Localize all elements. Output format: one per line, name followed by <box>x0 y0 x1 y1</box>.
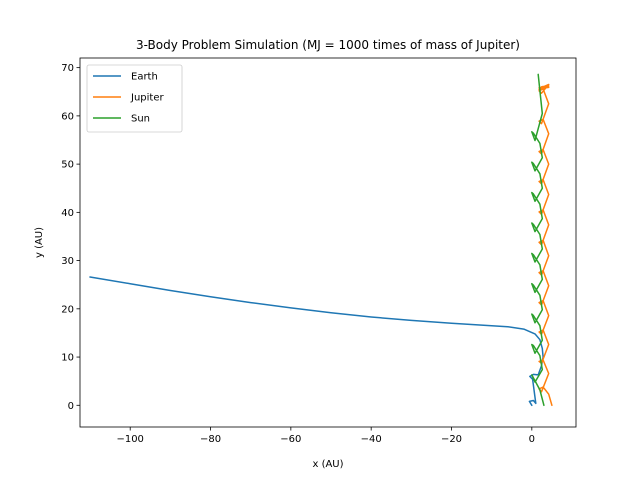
series-line-jupiter <box>538 83 553 407</box>
y-tick-label: 30 <box>61 256 74 267</box>
legend-label-sun: Sun <box>131 114 150 125</box>
y-axis-label: y (AU) <box>34 227 45 258</box>
legend: Earth Jupiter Sun <box>86 64 183 133</box>
y-tick-label: 0 <box>68 401 74 412</box>
x-tick-label: −20 <box>441 434 462 445</box>
y-tick-label: 10 <box>61 353 74 364</box>
plot-frame <box>79 57 577 428</box>
x-tick-label: −60 <box>280 434 301 445</box>
legend-label-jupiter: Jupiter <box>130 93 164 104</box>
series-line-sun <box>531 73 545 407</box>
series-layer <box>89 73 553 407</box>
x-tick-label: −40 <box>361 434 382 445</box>
x-axis-label: x (AU) <box>312 459 343 470</box>
series-line-earth <box>89 276 544 407</box>
y-tick-label: 70 <box>61 63 74 74</box>
x-tick-label: −100 <box>116 434 143 445</box>
y-tick-label: 20 <box>61 304 74 315</box>
x-tick-label: −80 <box>200 434 221 445</box>
y-tick-label: 40 <box>61 208 74 219</box>
legend-box <box>86 64 183 133</box>
y-tick-label: 60 <box>61 111 74 122</box>
chart-title: 3-Body Problem Simulation (MJ = 1000 tim… <box>136 38 520 52</box>
x-axis: −100 −80 −60 −40 −20 0 <box>116 427 535 445</box>
legend-label-earth: Earth <box>131 72 158 83</box>
y-tick-label: 50 <box>61 160 74 171</box>
y-axis: 0 10 20 30 40 50 60 70 <box>61 63 80 412</box>
x-tick-label: 0 <box>529 434 535 445</box>
